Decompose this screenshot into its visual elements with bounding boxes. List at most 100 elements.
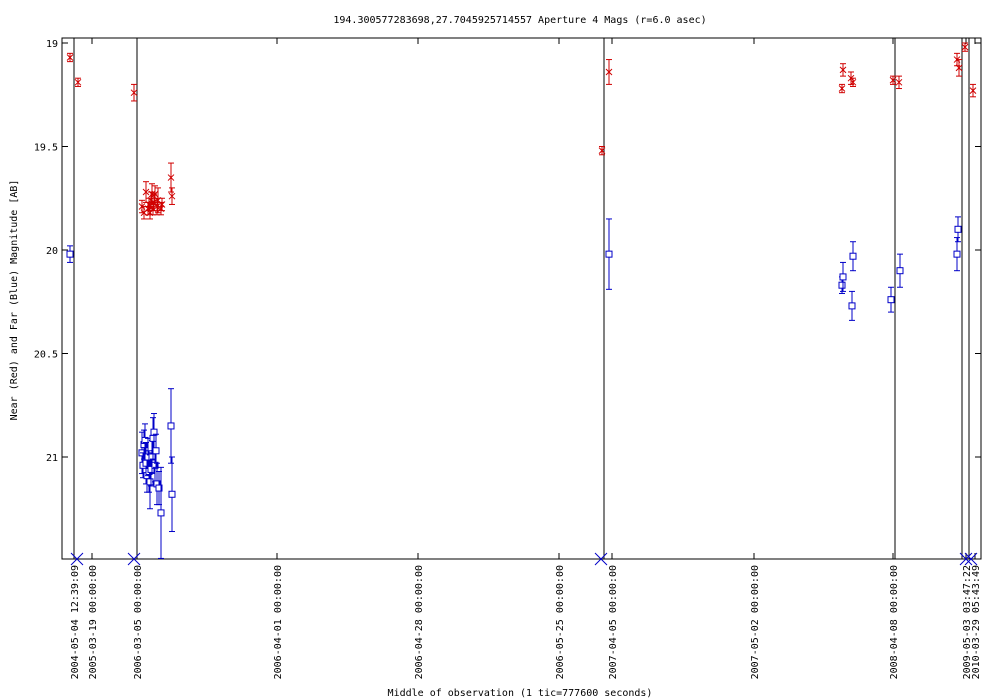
x-marker (605, 68, 613, 76)
square-marker (896, 267, 904, 275)
x-marker (969, 87, 977, 94)
square-marker (150, 428, 158, 436)
data-point (158, 197, 166, 212)
square-marker (838, 281, 846, 289)
epoch-marker-stroke (964, 552, 978, 566)
x-axis-label: Middle of observation (1 tic=777600 seco… (388, 688, 653, 699)
x-tick-label: 2006-05-25 00:00:00 (555, 565, 566, 679)
y-tick-label: 19 (46, 39, 58, 50)
x-marker (74, 78, 82, 86)
square-marker (152, 447, 160, 455)
y-tick-label: 19.5 (34, 143, 58, 154)
x-marker (961, 43, 969, 51)
square-marker (848, 302, 856, 310)
x-tick-label: 2009-05-03 03:47:22 (962, 565, 973, 679)
y-tick-label: 20 (46, 246, 58, 257)
square-marker (66, 250, 74, 258)
series-far (66, 216, 962, 559)
y-tick-label: 20.5 (34, 350, 58, 361)
data-point (130, 83, 138, 102)
data-point (605, 218, 613, 290)
square-marker (953, 250, 961, 258)
x-marker (598, 147, 606, 154)
x-marker (895, 78, 903, 86)
x-axis: 2004-05-04 12:39:09 2005-03-19 00:00:00 20… (70, 38, 982, 679)
epoch-lines (73, 38, 970, 559)
x-marker (889, 76, 897, 84)
epoch-marker (70, 552, 84, 566)
data-point (605, 59, 613, 85)
square-marker (839, 273, 847, 281)
x-tick-label: 2006-04-28 00:00:00 (414, 565, 425, 679)
x-marker (955, 64, 963, 72)
series-near (66, 42, 977, 220)
x-marker (142, 188, 150, 196)
epoch-marker (964, 552, 978, 566)
series-layer (66, 42, 977, 559)
x-tick-label: 2010-03-29 05:43:49 (971, 565, 982, 679)
square-marker (151, 461, 159, 469)
x-tick-label: 2007-05-02 00:00:00 (750, 565, 761, 679)
epoch-marker (959, 552, 973, 566)
data-point (167, 388, 175, 464)
y-tick-label: 21 (46, 453, 58, 464)
x-marker (838, 85, 846, 92)
x-marker (849, 78, 857, 86)
x-marker (153, 203, 161, 210)
square-marker (167, 422, 175, 430)
x-tick-label: 2006-03-05 00:00:00 (133, 565, 144, 679)
data-point (66, 245, 74, 263)
data-point (74, 77, 82, 87)
data-point (955, 59, 963, 77)
data-point (849, 241, 857, 272)
epoch-marker-stroke (70, 552, 84, 566)
data-point (848, 290, 856, 321)
square-marker (849, 252, 857, 260)
data-point (157, 466, 165, 559)
data-point (953, 237, 961, 272)
square-marker (157, 509, 165, 517)
data-point (839, 63, 847, 77)
epoch-marker (594, 552, 608, 566)
data-point (168, 456, 176, 533)
square-marker (887, 296, 895, 304)
data-point (954, 216, 962, 243)
square-marker (147, 465, 155, 473)
y-axis: 19 19.5 20 20.5 21 (34, 39, 981, 464)
epoch-marker (127, 552, 141, 566)
x-marker (167, 174, 175, 181)
x-tick-label: 2004-05-04 12:39:09 (70, 565, 81, 679)
y-axis-label: Near (Red) and Far (Blue) Magnitude [AB] (9, 180, 20, 421)
x-marker (147, 196, 155, 204)
x-marker (130, 89, 138, 97)
data-point (961, 42, 969, 52)
chart-title: 194.300577283698,27.7045925714557 Apertu… (333, 15, 706, 26)
epoch-marker-stroke (959, 552, 973, 566)
data-point (839, 261, 847, 292)
square-marker (155, 484, 163, 492)
plot-frame (61, 37, 982, 560)
data-point (151, 185, 159, 203)
epoch-marker-stroke (594, 552, 608, 566)
x-marker (168, 192, 176, 200)
data-point (895, 75, 903, 90)
data-point (167, 162, 175, 193)
square-marker (605, 250, 613, 258)
data-point (849, 77, 857, 87)
x-marker (839, 66, 847, 74)
data-point (969, 83, 977, 98)
data-point (838, 83, 846, 94)
data-point (896, 253, 904, 288)
data-point (889, 75, 897, 85)
x-tick-label: 2008-04-08 00:00:00 (889, 565, 900, 679)
data-point (142, 181, 150, 203)
data-point (168, 187, 176, 205)
x-marker (158, 201, 166, 208)
x-tick-label: 2006-04-01 00:00:00 (273, 565, 284, 679)
x-marker (66, 54, 74, 61)
epoch-marker-stroke (127, 552, 141, 566)
data-point (887, 286, 895, 313)
square-marker (168, 490, 176, 498)
square-marker (954, 225, 962, 233)
